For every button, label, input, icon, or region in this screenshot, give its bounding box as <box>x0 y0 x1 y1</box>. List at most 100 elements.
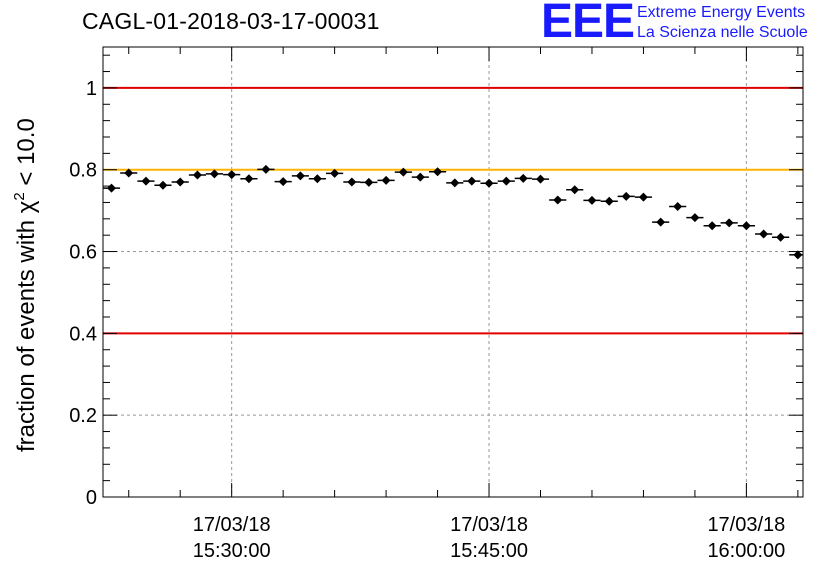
point-marker <box>141 176 151 186</box>
point-marker <box>124 168 134 178</box>
data-point <box>531 174 550 184</box>
data-point <box>240 174 258 184</box>
point-marker <box>656 217 666 227</box>
y-tick-label: 0.2 <box>69 405 97 427</box>
point-marker <box>467 176 477 186</box>
data-point <box>669 202 687 212</box>
point-marker <box>724 218 734 228</box>
x-tick-date-label: 17/03/18 <box>450 514 528 536</box>
point-marker <box>175 177 185 187</box>
data-point <box>137 176 155 186</box>
data-point <box>394 167 412 177</box>
data-point <box>343 177 361 187</box>
data-point <box>411 172 429 182</box>
data-point <box>103 183 121 193</box>
point-marker <box>347 177 357 187</box>
point-marker <box>227 170 237 180</box>
data-point <box>257 164 275 174</box>
point-marker <box>330 168 340 178</box>
data-points <box>103 164 803 260</box>
y-tick-label: 0.8 <box>69 160 97 182</box>
data-point <box>480 178 498 188</box>
logo-line-1: Extreme Energy Events <box>637 4 806 21</box>
data-point <box>205 169 224 179</box>
point-marker <box>536 174 545 184</box>
point-marker <box>450 178 460 188</box>
eee-logo: EEE Extreme Energy Events La Scienza nel… <box>541 0 831 48</box>
point-marker <box>501 176 511 186</box>
data-point <box>497 176 515 186</box>
point-marker <box>415 172 425 182</box>
y-axis-title-superscript: 2 <box>11 192 28 200</box>
data-point <box>755 229 773 239</box>
point-marker <box>673 202 683 212</box>
point-marker <box>621 191 631 201</box>
data-point <box>274 177 292 187</box>
y-axis-title-symbol: χ <box>13 200 40 213</box>
point-marker <box>381 175 391 185</box>
point-marker <box>209 169 219 179</box>
point-marker <box>570 185 580 195</box>
data-point <box>549 195 567 205</box>
point-marker <box>106 183 116 193</box>
data-point <box>291 171 309 181</box>
point-marker <box>741 221 751 231</box>
data-point <box>617 191 635 201</box>
tick-labels: 0 0.2 0.4 0.6 0.8 1 17/03/18 15:30:00 17/03/18 15… <box>69 78 785 562</box>
data-point <box>720 218 738 228</box>
data-point <box>652 217 670 227</box>
data-point <box>154 180 172 190</box>
y-tick-label: 0.4 <box>69 323 97 345</box>
y-tick-label: 1 <box>86 78 97 100</box>
data-point <box>686 213 704 223</box>
point-marker <box>707 221 717 231</box>
data-point <box>326 168 344 178</box>
data-point <box>428 167 447 177</box>
point-marker <box>759 229 769 239</box>
point-marker <box>604 196 614 206</box>
data-point <box>308 174 326 184</box>
y-tick-label: 0 <box>86 487 97 509</box>
y-tick-label: 0.6 <box>69 242 97 264</box>
point-marker <box>433 167 443 177</box>
data-point <box>514 173 532 183</box>
point-marker <box>690 213 700 223</box>
point-marker <box>587 195 597 205</box>
point-marker <box>776 232 786 242</box>
data-point <box>600 196 618 206</box>
point-marker <box>484 178 494 188</box>
data-point <box>188 170 207 180</box>
point-marker <box>312 174 322 184</box>
grid-lines <box>103 47 803 497</box>
point-marker <box>553 195 563 205</box>
x-tick-date-label: 17/03/18 <box>193 514 271 536</box>
data-point <box>583 195 601 205</box>
point-marker <box>793 250 803 260</box>
data-point <box>737 221 755 231</box>
x-tick-date-label: 17/03/18 <box>707 514 785 536</box>
chart-title: CAGL-01-2018-03-17-00031 <box>82 8 380 34</box>
point-marker <box>278 177 288 187</box>
data-point <box>703 221 721 231</box>
data-point <box>171 177 189 187</box>
point-marker <box>638 192 648 202</box>
point-marker <box>518 173 528 183</box>
x-tick-time-label: 16:00:00 <box>707 540 785 562</box>
point-marker <box>192 170 202 180</box>
data-point <box>223 170 241 180</box>
point-marker <box>261 164 271 174</box>
point-marker <box>398 167 408 177</box>
axis-ticks <box>103 47 803 498</box>
logo-line-2: La Scienza nelle Scuole <box>637 24 808 41</box>
data-point <box>120 168 138 178</box>
point-marker <box>158 180 168 190</box>
data-point <box>566 185 584 195</box>
threshold-lines <box>103 86 803 335</box>
data-point <box>634 192 653 202</box>
y-axis-title: fraction of events with χ2 < 10.0 <box>11 118 40 452</box>
y-axis-title-prefix: fraction of events with <box>13 213 40 452</box>
plot-frame <box>102 46 804 498</box>
data-point <box>446 178 464 188</box>
data-point <box>360 177 378 187</box>
y-axis-title-suffix: < 10.0 <box>13 118 40 192</box>
